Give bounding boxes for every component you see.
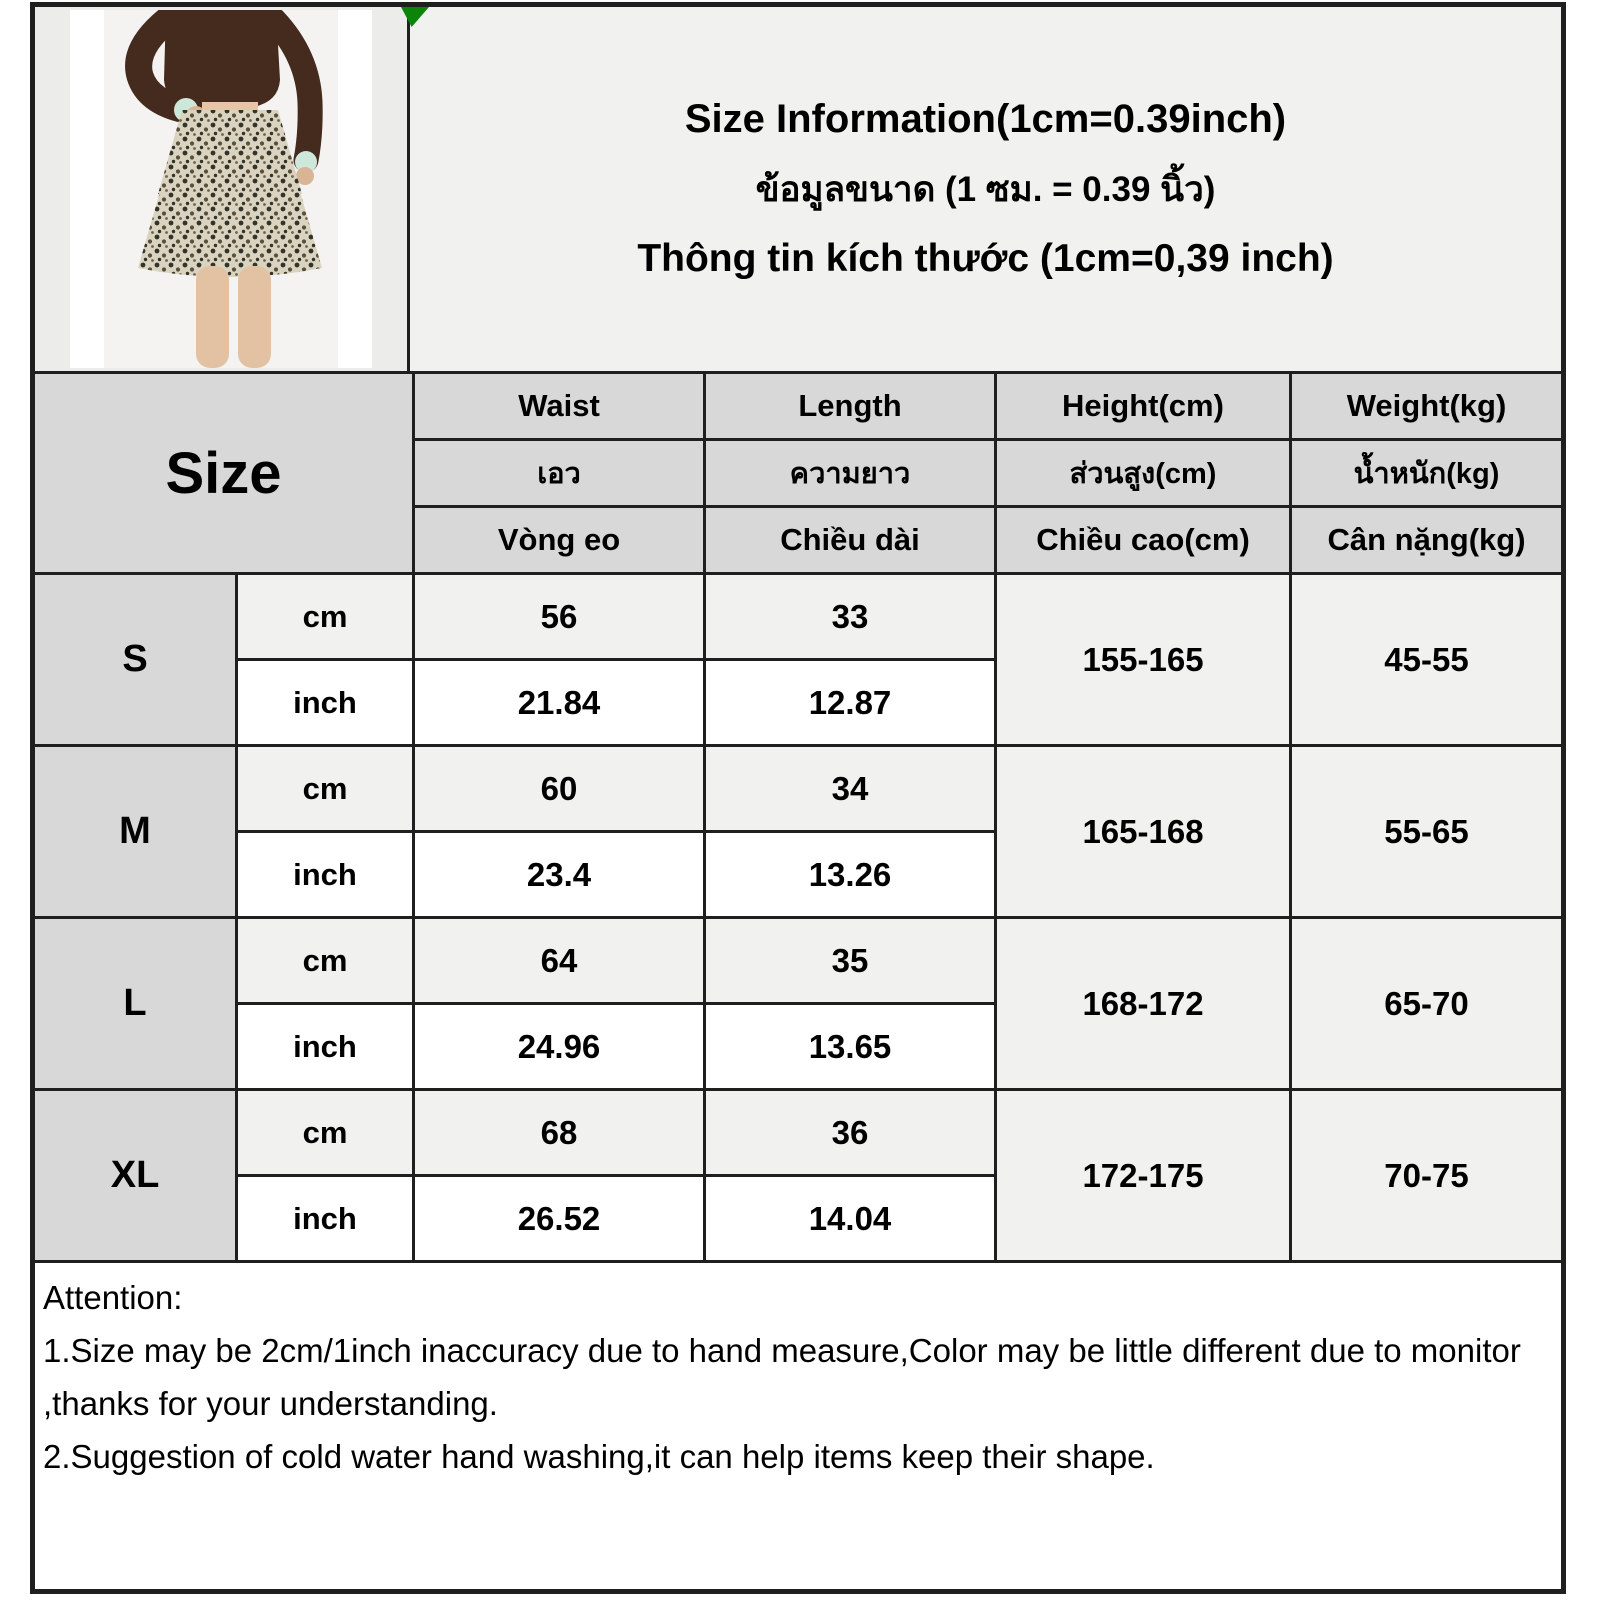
value-m-weight: 55-65	[1292, 747, 1561, 916]
col-header-weight-vi: Cân nặng(kg)	[1292, 508, 1561, 572]
title-thai: ข้อมูลขนาด (1 ซม. = 0.39 นิ้ว)	[755, 170, 1216, 209]
col-header-height-vi: Chiều cao(cm)	[997, 508, 1289, 572]
col-header-height-en: Height(cm)	[997, 374, 1289, 438]
value-xl-length-inch: 14.04	[706, 1177, 994, 1260]
size-chart-frame: Size Information(1cm=0.39inch) ข้อมูลขนา…	[30, 2, 1566, 1594]
size-corner-header: Size	[35, 374, 412, 572]
value-xl-weight: 70-75	[1292, 1091, 1561, 1260]
value-m-length-cm: 34	[706, 747, 994, 830]
col-header-length-vi: Chiều dài	[706, 508, 994, 572]
value-s-waist-inch: 21.84	[415, 661, 703, 744]
unit-label-cm: cm	[238, 1091, 412, 1174]
title-english: Size Information(1cm=0.39inch)	[684, 97, 1287, 141]
col-header-weight-th: น้ำหนัก(kg)	[1292, 441, 1561, 505]
value-xl-length-cm: 36	[706, 1091, 994, 1174]
col-header-waist-vi: Vòng eo	[415, 508, 703, 572]
unit-label-cm: cm	[238, 747, 412, 830]
size-table: Size Waist Length Height(cm) Weight(kg) …	[35, 374, 1561, 1260]
attention-section: Attention: 1.Size may be 2cm/1inch inacc…	[35, 1260, 1561, 1589]
value-xl-waist-inch: 26.52	[415, 1177, 703, 1260]
col-header-height-th: ส่วนสูง(cm)	[997, 441, 1289, 505]
attention-note-2: 2.Suggestion of cold water hand washing,…	[43, 1438, 1155, 1475]
attention-note-1: 1.Size may be 2cm/1inch inaccuracy due t…	[43, 1332, 1521, 1422]
top-section: Size Information(1cm=0.39inch) ข้อมูลขนา…	[35, 7, 1561, 374]
unit-label-cm: cm	[238, 919, 412, 1002]
size-label-l: L	[35, 919, 235, 1088]
col-header-length-th: ความยาว	[706, 441, 994, 505]
value-m-height: 165-168	[997, 747, 1289, 916]
size-label-xl: XL	[35, 1091, 235, 1260]
value-l-length-cm: 35	[706, 919, 994, 1002]
value-m-waist-inch: 23.4	[415, 833, 703, 916]
product-photo-illustration	[70, 10, 372, 368]
col-header-length-en: Length	[706, 374, 994, 438]
value-m-waist-cm: 60	[415, 747, 703, 830]
value-s-weight: 45-55	[1292, 575, 1561, 744]
unit-label-cm: cm	[238, 575, 412, 658]
attention-heading: Attention:	[43, 1279, 183, 1316]
title-block: Size Information(1cm=0.39inch) ข้อมูลขนา…	[410, 7, 1561, 371]
size-label-s: S	[35, 575, 235, 744]
value-s-waist-cm: 56	[415, 575, 703, 658]
title-vietnamese: Thông tin kích thước (1cm=0,39 inch)	[637, 237, 1334, 280]
size-label-m: M	[35, 747, 235, 916]
unit-label-inch: inch	[238, 1005, 412, 1088]
value-l-length-inch: 13.65	[706, 1005, 994, 1088]
value-s-length-cm: 33	[706, 575, 994, 658]
col-header-weight-en: Weight(kg)	[1292, 374, 1561, 438]
unit-label-inch: inch	[238, 661, 412, 744]
value-xl-waist-cm: 68	[415, 1091, 703, 1174]
value-m-length-inch: 13.26	[706, 833, 994, 916]
col-header-waist-en: Waist	[415, 374, 703, 438]
unit-label-inch: inch	[238, 1177, 412, 1260]
value-l-waist-cm: 64	[415, 919, 703, 1002]
value-l-weight: 65-70	[1292, 919, 1561, 1088]
unit-label-inch: inch	[238, 833, 412, 916]
value-s-height: 155-165	[997, 575, 1289, 744]
col-header-waist-th: เอว	[415, 441, 703, 505]
product-photo	[70, 10, 372, 368]
product-photo-cell	[35, 7, 410, 371]
value-l-waist-inch: 24.96	[415, 1005, 703, 1088]
value-s-length-inch: 12.87	[706, 661, 994, 744]
value-xl-height: 172-175	[997, 1091, 1289, 1260]
value-l-height: 168-172	[997, 919, 1289, 1088]
